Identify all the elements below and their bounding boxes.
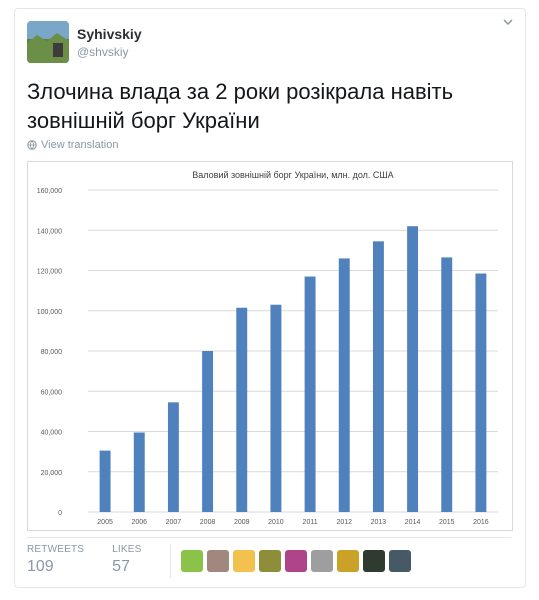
x-tick-label: 2015 (439, 519, 455, 526)
tweet-stats: RETWEETS 109 LIKES 57 (27, 544, 411, 578)
retweets-stat[interactable]: RETWEETS 109 (27, 544, 84, 576)
x-tick-label: 2012 (336, 519, 352, 526)
globe-icon (27, 140, 37, 150)
liker-avatar-7[interactable] (336, 550, 359, 572)
chart-title: Валовий зовнішній борг України, млн. дол… (192, 170, 393, 180)
likes-count: 57 (112, 558, 130, 575)
likers-list (180, 550, 411, 572)
user-handle[interactable]: @shvskiy (77, 45, 129, 59)
y-tick-label: 100,000 (37, 309, 62, 316)
view-translation-label: View translation (41, 139, 119, 151)
liker-avatar-6[interactable] (310, 550, 333, 572)
liker-avatar-4[interactable] (258, 550, 281, 572)
user-display-name[interactable]: Syhivskiy (77, 26, 142, 42)
divider (27, 537, 511, 538)
bar-2015 (441, 257, 453, 512)
y-tick-label: 160,000 (37, 188, 62, 195)
stats-separator (169, 544, 171, 578)
bar-chart: Валовий зовнішній борг України, млн. дол… (37, 170, 498, 526)
bar-2008 (202, 351, 214, 512)
y-tick-label: 60,000 (41, 389, 63, 396)
x-tick-label: 2016 (473, 519, 489, 526)
likes-stat[interactable]: LIKES 57 (112, 544, 141, 576)
liker-avatar-2[interactable] (206, 550, 229, 572)
tweet-card: Syhivskiy @shvskiy Злочина влада за 2 ро… (14, 8, 526, 588)
y-tick-label: 120,000 (37, 269, 62, 276)
liker-avatar-3[interactable] (232, 550, 255, 572)
bar-2016 (475, 273, 487, 512)
y-tick-label: 20,000 (41, 470, 63, 477)
y-tick-label: 40,000 (41, 430, 63, 437)
user-avatar[interactable] (27, 21, 69, 63)
bar-2012 (338, 258, 350, 512)
x-tick-label: 2009 (234, 519, 250, 526)
liker-avatar-8[interactable] (362, 550, 385, 572)
liker-avatar-1[interactable] (180, 550, 203, 572)
liker-avatar-9[interactable] (388, 550, 411, 572)
chevron-down-icon[interactable] (503, 17, 513, 27)
bar-2009 (236, 307, 248, 512)
chart-image[interactable]: Валовий зовнішній борг України, млн. дол… (27, 161, 513, 531)
view-translation-link[interactable]: View translation (27, 139, 118, 151)
retweets-label: RETWEETS (27, 544, 85, 555)
bar-2006 (133, 432, 145, 512)
x-tick-label: 2010 (268, 519, 284, 526)
liker-avatar-5[interactable] (284, 550, 307, 572)
retweets-count: 109 (27, 558, 54, 575)
x-tick-label: 2014 (405, 519, 421, 526)
bar-2010 (270, 304, 282, 512)
x-tick-label: 2013 (371, 519, 387, 526)
x-tick-label: 2008 (200, 519, 216, 526)
bar-2007 (167, 402, 179, 512)
tweet-text: Злочина влада за 2 роки розікрала навіть… (27, 79, 454, 133)
bar-2011 (304, 276, 316, 512)
y-tick-label: 140,000 (37, 228, 62, 235)
y-tick-label: 80,000 (41, 349, 63, 356)
bar-2014 (407, 226, 419, 512)
bar-2013 (372, 241, 384, 512)
bar-2005 (99, 450, 111, 512)
x-tick-label: 2007 (166, 519, 182, 526)
likes-label: LIKES (112, 544, 142, 555)
y-tick-label: 0 (58, 510, 62, 517)
x-tick-label: 2005 (97, 519, 113, 526)
x-tick-label: 2011 (303, 519, 318, 526)
x-tick-label: 2006 (131, 519, 147, 526)
